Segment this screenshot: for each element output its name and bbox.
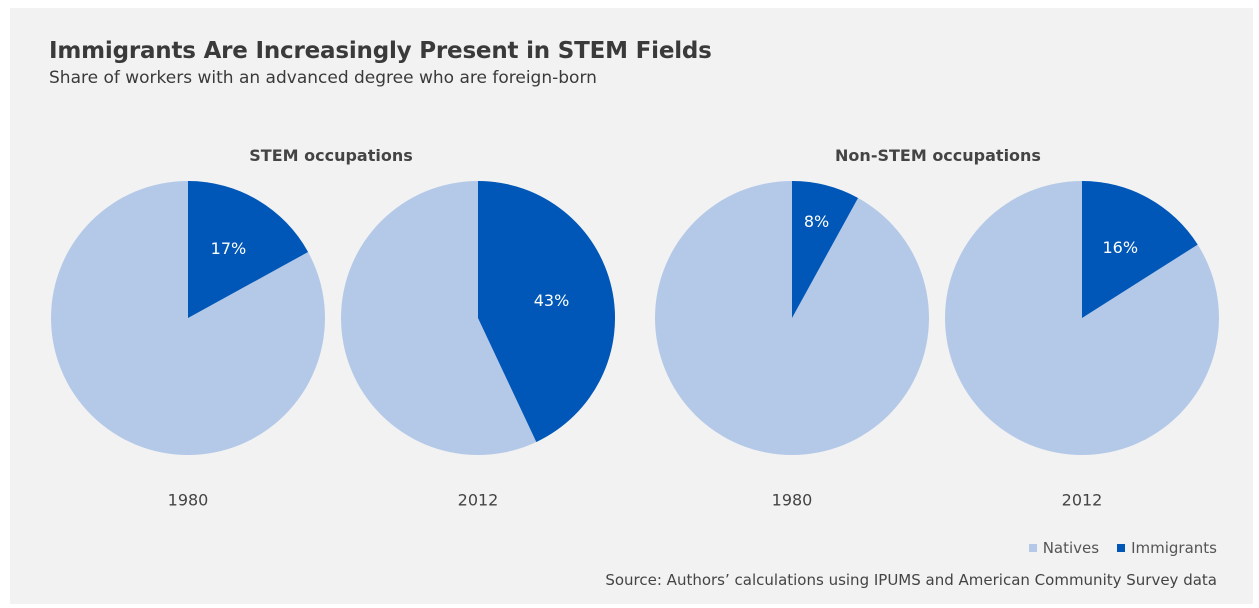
slice-label-immigrants: 43% (534, 291, 570, 310)
slice-label-immigrants: 16% (1102, 238, 1138, 257)
pie-non-stem-1980: 8% 1980 (655, 181, 929, 510)
chart-title: Immigrants Are Increasingly Present in S… (49, 38, 712, 64)
pie-stem-1980: 17% 1980 (51, 181, 325, 510)
pie-stem-2012: 43% 2012 (341, 181, 615, 510)
slice-label-immigrants: 17% (211, 239, 247, 258)
slice-label-immigrants: 8% (804, 212, 829, 231)
year-label: 1980 (772, 491, 813, 510)
group-title-stem: STEM occupations (249, 146, 413, 165)
legend-item-immigrants: Immigrants (1117, 539, 1217, 557)
slice-immigrants (188, 181, 309, 318)
slice-immigrants (1082, 181, 1198, 318)
group-title-non-stem: Non-STEM occupations (835, 146, 1041, 165)
legend-label-natives: Natives (1042, 539, 1100, 557)
legend-item-natives: Natives (1028, 539, 1100, 557)
legend-label-immigrants: Immigrants (1131, 539, 1217, 557)
legend-swatch-immigrants (1117, 544, 1126, 552)
year-label: 1980 (168, 491, 209, 510)
chart-subtitle: Share of workers with an advanced degree… (49, 68, 597, 88)
source-note: Source: Authors’ calculations using IPUM… (605, 571, 1217, 589)
legend-swatch-natives (1028, 544, 1037, 552)
legend: Natives Immigrants (1011, 539, 1217, 557)
year-label: 2012 (458, 491, 499, 510)
slice-immigrants (792, 181, 859, 318)
pie-non-stem-2012: 16% 2012 (945, 181, 1219, 510)
year-label: 2012 (1062, 491, 1103, 510)
slice-immigrants (478, 181, 615, 442)
